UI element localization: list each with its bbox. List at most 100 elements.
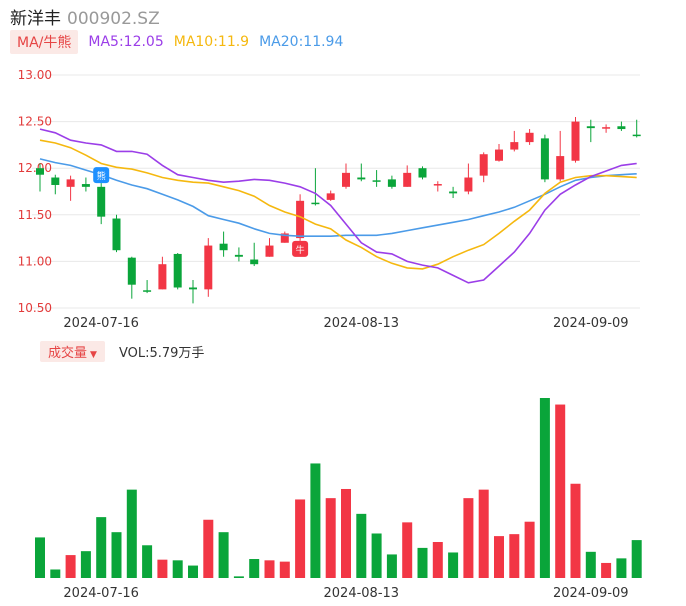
- candle-body: [204, 245, 213, 290]
- volume-bar: [126, 489, 137, 578]
- y-tick-label: 12.50: [18, 115, 52, 129]
- volume-bar: [279, 561, 290, 578]
- candle-body: [342, 172, 350, 187]
- volume-bar: [50, 569, 61, 578]
- volume-bar: [585, 551, 596, 578]
- y-tick-label: 10.50: [18, 301, 52, 315]
- candle-body: [387, 179, 396, 187]
- candle-body: [586, 126, 595, 129]
- volume-bar: [310, 463, 321, 578]
- y-tick-label: 12.00: [18, 161, 52, 175]
- candle-body: [464, 177, 473, 192]
- volume-x-tick-label: 2024-07-16: [63, 586, 139, 601]
- volume-bar: [80, 551, 91, 578]
- buy-signal-marker-text: 牛: [296, 244, 305, 256]
- volume-bar: [35, 537, 45, 578]
- volume-bar: [157, 559, 168, 578]
- candle-body: [372, 180, 381, 182]
- volume-bar: [371, 533, 382, 578]
- volume-bar: [325, 498, 336, 578]
- volume-bar: [386, 554, 397, 578]
- candle-body: [540, 138, 549, 180]
- candle-body: [311, 202, 320, 205]
- candle-body: [525, 132, 534, 143]
- ma10-line: [39, 139, 637, 270]
- volume-bar: [463, 498, 474, 578]
- volume-bar: [448, 552, 459, 578]
- volume-bar: [249, 559, 260, 578]
- candle-body: [326, 193, 335, 200]
- volume-bar: [509, 534, 520, 578]
- volume-bar: [142, 545, 153, 578]
- candle-body: [51, 177, 60, 185]
- sell-signal-marker-text: 熊: [97, 170, 106, 182]
- candle-body: [66, 179, 75, 187]
- candle-body: [127, 257, 136, 285]
- volume-bar: [65, 555, 76, 578]
- candle-body: [234, 254, 243, 257]
- volume-bar: [402, 522, 413, 578]
- ma5-line: [39, 128, 637, 284]
- ma-legend: MA/牛熊 MA5:12.05 MA10:11.9 MA20:11.94: [10, 30, 343, 54]
- candle-body: [189, 287, 197, 290]
- candle-body: [617, 126, 626, 130]
- volume-bar: [570, 483, 581, 578]
- volume-bar: [417, 547, 428, 578]
- candle-body: [81, 184, 90, 187]
- volume-bar: [188, 565, 198, 578]
- candle-body: [632, 134, 641, 137]
- sell-signal-marker-badge: [93, 167, 110, 184]
- candle-body: [418, 168, 427, 178]
- volume-indicator-selector[interactable]: 成交量 ▼: [40, 340, 105, 362]
- volume-bar: [218, 532, 229, 578]
- candle-body: [280, 233, 289, 243]
- candle-body: [510, 142, 519, 150]
- volume-x-tick-label: 2024-08-13: [324, 586, 400, 601]
- volume-value: VOL:5.79万手: [118, 345, 205, 361]
- candle-body: [479, 154, 488, 176]
- volume-bar: [616, 558, 627, 578]
- volume-bar: [264, 560, 275, 578]
- x-tick-label: 2024-07-16: [63, 316, 139, 331]
- candle-body: [571, 121, 580, 161]
- volume-bar: [172, 560, 183, 578]
- volume-bar: [539, 398, 550, 578]
- candle-body: [219, 243, 228, 251]
- ma5-legend: MA5:12.05: [88, 34, 164, 50]
- volume-bar: [203, 519, 214, 578]
- stock-title: 新洋丰 000902.SZ: [10, 4, 160, 29]
- candle-body: [449, 191, 458, 194]
- candle-body: [36, 168, 44, 175]
- x-tick-label: 2024-08-13: [324, 316, 400, 331]
- volume-x-tick-label: 2024-09-09: [553, 586, 629, 601]
- y-tick-label: 13.00: [18, 68, 52, 82]
- candle-body: [143, 290, 152, 292]
- volume-bar: [478, 489, 489, 578]
- ma20-line: [39, 158, 637, 237]
- stock-code: 000902.SZ: [67, 9, 160, 29]
- candle-body: [433, 184, 442, 186]
- candle-body: [602, 127, 611, 129]
- stock-name: 新洋丰: [10, 9, 61, 29]
- volume-bar: [233, 576, 244, 578]
- volume-legend: 成交量 ▼ VOL:5.79万手: [40, 340, 205, 362]
- candle-body: [495, 149, 503, 161]
- volume-bar: [601, 562, 612, 578]
- candle-body: [173, 253, 182, 288]
- volume-bar: [356, 513, 367, 578]
- volume-bar: [631, 540, 642, 578]
- ma20-legend: MA20:11.94: [259, 34, 344, 50]
- volume-bar: [111, 532, 122, 578]
- ma10-legend: MA10:11.9: [173, 34, 250, 50]
- ma-indicator-selector[interactable]: MA/牛熊: [10, 30, 79, 54]
- candle-body: [158, 264, 167, 290]
- buy-signal-marker-badge: [292, 240, 309, 257]
- candle-body: [97, 186, 106, 217]
- candle-body: [265, 245, 274, 257]
- candle-body: [357, 177, 366, 180]
- volume-tag-label: 成交量: [48, 345, 88, 361]
- candle-body: [296, 200, 305, 239]
- x-tick-label: 2024-09-09: [553, 316, 629, 331]
- candle-body: [556, 156, 565, 180]
